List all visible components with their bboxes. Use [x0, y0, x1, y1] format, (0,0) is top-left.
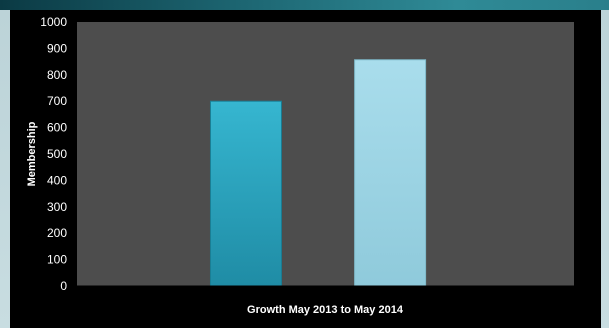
y-tick-label: 700	[47, 94, 67, 108]
y-axis-title: Membership	[26, 121, 38, 186]
y-tick-label: 200	[47, 226, 67, 240]
y-tick-label: 1000	[40, 15, 67, 29]
bar-2	[354, 59, 427, 287]
y-tick-label: 300	[47, 200, 67, 214]
bar-1	[209, 100, 282, 287]
y-tick-label: 500	[47, 147, 67, 161]
bar-chart: 0 100 200 300 400 500 600 700 800 900 1000 Members…	[26, 15, 574, 316]
bars	[209, 59, 427, 287]
chart-panel: 0 100 200 300 400 500 600 700 800 900 1000 Members…	[10, 10, 601, 328]
slide-top-band	[0, 0, 609, 10]
y-tick-label: 0	[60, 279, 67, 293]
slide-right-margin	[601, 10, 609, 328]
y-tick-label: 800	[47, 68, 67, 82]
plot-area	[77, 22, 574, 286]
x-axis-title: Growth May 2013 to May 2014	[247, 304, 404, 316]
y-tick-label: 900	[47, 41, 67, 55]
y-tick-label: 600	[47, 121, 67, 135]
y-axis-ticks: 0 100 200 300 400 500 600 700 800 900 1000	[40, 15, 67, 293]
slide-left-margin	[0, 10, 10, 328]
y-tick-label: 100	[47, 253, 67, 267]
y-tick-label: 400	[47, 173, 67, 187]
